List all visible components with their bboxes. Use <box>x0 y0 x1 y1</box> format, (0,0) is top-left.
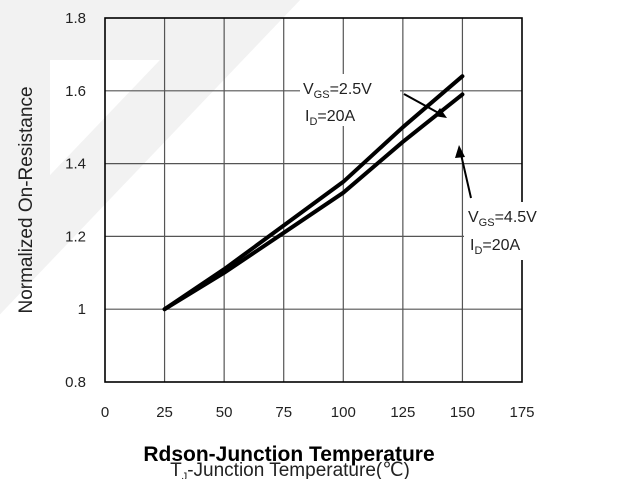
y-tick-label: 1 <box>78 301 86 318</box>
chart-caption: Rdson-Junction Temperature <box>143 443 434 466</box>
annotation-vgs45-line2: ID=20A <box>470 237 521 257</box>
annotation-vgs45-arrowhead <box>455 145 465 158</box>
y-axis-label: Normalized On-Resistance <box>16 86 37 313</box>
y-tick-label: 0.8 <box>65 374 86 391</box>
annotation-vgs45: VGS=4.5V ID=20A <box>455 145 568 260</box>
annotation-vgs25: VGS=2.5V ID=20A <box>300 74 447 128</box>
x-tick-labels: 0 25 50 75 100 125 150 175 <box>101 404 535 421</box>
series-line-vgs25 <box>162 74 465 312</box>
x-tick-label: 150 <box>450 404 475 421</box>
x-tick-label: 125 <box>390 404 415 421</box>
plot-frame <box>104 17 523 383</box>
annotation-vgs45-arrow <box>459 149 472 199</box>
y-tick-label: 1.8 <box>65 10 86 27</box>
annotation-vgs25-arrowhead <box>434 108 447 118</box>
series-line-vgs45 <box>162 92 465 312</box>
annotation-vgs25-bg <box>300 74 400 126</box>
y-tick-label: 1.6 <box>65 83 86 100</box>
x-axis-label: TJ-Junction Temperature(℃) <box>170 460 410 479</box>
x-tick-label: 100 <box>331 404 356 421</box>
x-tick-label: 75 <box>275 404 292 421</box>
y-tick-label: 1.4 <box>65 156 86 173</box>
annotation-vgs45-line1: VGS=4.5V <box>468 209 537 229</box>
annotation-vgs45-bg <box>464 202 568 260</box>
series-lines <box>162 74 465 312</box>
x-tick-label: 50 <box>216 404 233 421</box>
annotation-vgs25-line1: VGS=2.5V <box>303 81 372 101</box>
watermark <box>0 0 301 315</box>
x-tick-label: 175 <box>509 404 534 421</box>
y-tick-labels: 0.8 1 1.2 1.4 1.6 1.8 <box>65 10 86 391</box>
x-tick-label: 0 <box>101 404 109 421</box>
x-tick-label: 25 <box>156 404 173 421</box>
annotation-vgs25-line2: ID=20A <box>305 108 356 128</box>
y-tick-label: 1.2 <box>65 228 86 245</box>
